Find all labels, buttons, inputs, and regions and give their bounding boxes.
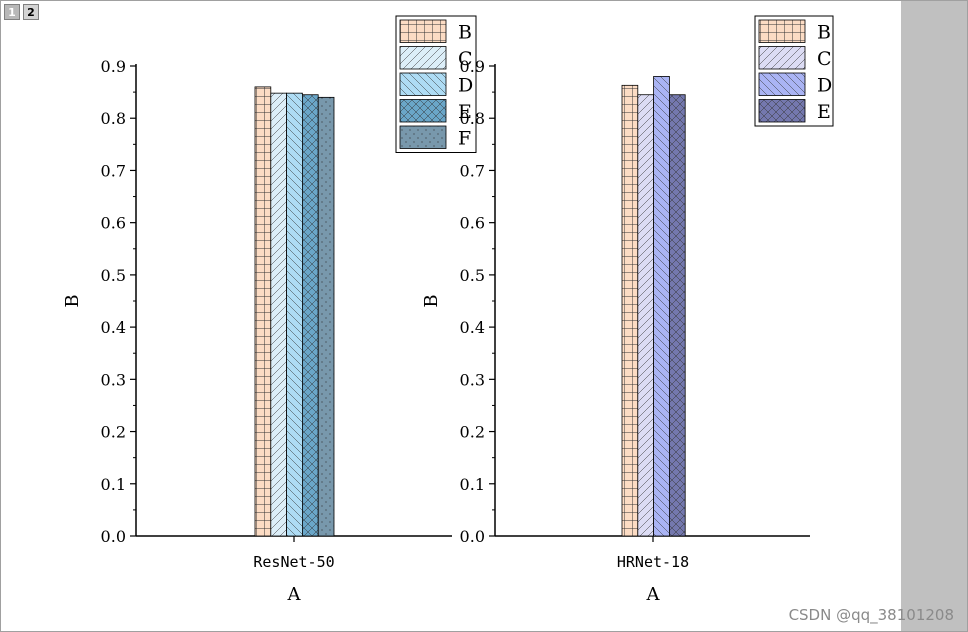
- y-tick-label: 0.7: [460, 161, 485, 180]
- y-tick-label: 0.4: [101, 318, 126, 337]
- legend-swatch-b: [399, 19, 447, 43]
- legend-swatch-c: [399, 46, 447, 70]
- y-tick-label: 0.6: [101, 214, 126, 233]
- legend-swatch-e: [758, 99, 806, 123]
- x-axis-title: A: [287, 584, 302, 605]
- bar-b: [254, 86, 272, 537]
- bar-e: [669, 94, 686, 537]
- category-label: HRNet-18: [617, 553, 689, 571]
- legend-label-c: C: [817, 48, 832, 70]
- window-gutter: [901, 1, 967, 631]
- bar-c: [270, 92, 287, 537]
- y-tick-label: 0.9: [460, 57, 485, 76]
- chart-hrnet18: 0.0 0.1 0.2 0.3 0.4 0.5 0.6 0.7 0.8 0.9 HRNet-18 A B…: [421, 15, 834, 605]
- legend-swatch-b: [758, 19, 806, 43]
- y-tick-label: 0.1: [101, 475, 126, 494]
- y-tick-label: 0.9: [101, 57, 126, 76]
- legend-label-b: B: [817, 22, 831, 44]
- legend-label-d: D: [817, 75, 832, 97]
- y-tick-label: 0.6: [460, 214, 485, 233]
- bar-d: [653, 76, 670, 537]
- y-tick-label: 0.8: [101, 109, 126, 128]
- x-axis-title: A: [646, 584, 661, 605]
- y-tick-label: 0.2: [101, 423, 126, 442]
- layer-tab-1[interactable]: 1: [4, 4, 20, 20]
- legend-label-e: E: [458, 101, 472, 123]
- legend-label-c: C: [458, 48, 473, 70]
- layer-tab-2[interactable]: 2: [23, 4, 39, 20]
- y-tick-label: 0.7: [101, 161, 126, 180]
- legend-label-b: B: [458, 22, 472, 44]
- watermark-text: CSDN @qq_38101208: [788, 606, 954, 624]
- legend-swatch-d: [399, 72, 447, 96]
- y-axis-title: B: [421, 294, 442, 307]
- legend-swatch-c: [758, 46, 806, 70]
- y-tick-label: 0.0: [101, 527, 126, 546]
- y-tick-label: 0.3: [101, 370, 126, 389]
- y-tick-label: 0.5: [101, 266, 126, 285]
- chart-resnet50: 0.0 0.1 0.2 0.3 0.4 0.5 0.6 0.7 0.8 0.9 ResNet-50 A…: [62, 15, 477, 605]
- bar-e: [301, 94, 319, 537]
- legend-swatch-d: [758, 72, 806, 96]
- y-tick-label: 0.2: [460, 423, 485, 442]
- y-tick-label: 0.1: [460, 475, 485, 494]
- y-tick-label: 0.4: [460, 318, 485, 337]
- y-axis-title: B: [62, 294, 83, 307]
- bar-d: [286, 92, 303, 537]
- y-tick-label: 0.5: [460, 266, 485, 285]
- y-tick-label: 0.3: [460, 370, 485, 389]
- bar-c: [637, 94, 654, 537]
- y-tick-label: 0.8: [460, 109, 485, 128]
- legend-label-d: D: [458, 75, 473, 97]
- bar-f: [317, 96, 335, 537]
- y-tick-label: 0.0: [460, 527, 485, 546]
- category-label: ResNet-50: [253, 553, 334, 571]
- legend-swatch-e: [399, 99, 447, 123]
- legend-label-f: F: [458, 128, 471, 150]
- legend-label-e: E: [817, 101, 831, 123]
- legend-swatch-f: [399, 125, 447, 149]
- bar-b: [621, 84, 639, 537]
